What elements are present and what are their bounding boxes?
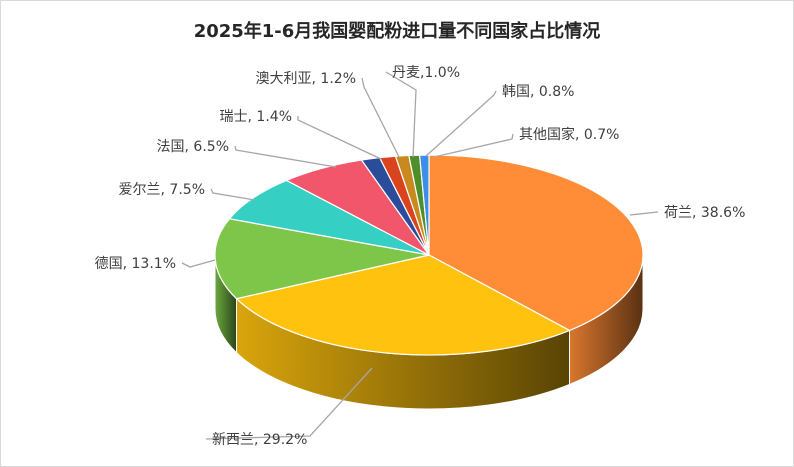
pie-slice-荷兰 [428, 154, 644, 332]
pie-leader-lines [181, 71, 659, 440]
slice-label-新西兰: 新西兰, 29.2% [212, 432, 307, 448]
slice-label-德国: 德国, 13.1% [95, 256, 176, 272]
slice-label-丹麦: 丹麦,1.0% [392, 65, 460, 81]
slice-label-瑞士: 瑞士, 1.4% [220, 109, 292, 125]
leader-line-澳大利亚 [361, 77, 400, 158]
leader-line-爱尔兰 [210, 188, 256, 201]
leader-line-韩国 [425, 90, 497, 157]
slice-label-荷兰: 荷兰, 38.6% [664, 205, 745, 221]
slice-label-其他国家: 其他国家, 0.7% [519, 126, 619, 143]
leader-line-法国 [234, 145, 337, 168]
leader-line-其他国家 [433, 133, 514, 158]
leader-line-丹麦 [385, 71, 417, 158]
slice-label-澳大利亚: 澳大利亚, 1.2% [256, 71, 356, 87]
leader-line-德国 [181, 259, 216, 268]
pie-labels: 荷兰, 38.6% 新西兰, 29.2% 德国, 13.1% 爱尔兰, 7.5% 法国,… [95, 65, 746, 448]
slice-label-法国: 法国, 6.5% [157, 139, 229, 155]
slice-label-爱尔兰: 爱尔兰, 7.5% [119, 182, 205, 198]
slice-label-韩国: 韩国, 0.8% [502, 84, 574, 100]
pie-slice-爱尔兰 [228, 179, 430, 256]
leader-line-瑞士 [297, 116, 382, 160]
pie-tops [214, 154, 644, 356]
leader-line-新西兰 [205, 367, 373, 440]
leader-line-荷兰 [629, 211, 659, 216]
chart-title: 2025年1-6月我国婴配粉进口量不同国家占比情况 [193, 21, 601, 42]
pie-slice-德国 [214, 218, 430, 300]
pie-slice-其他国家 [418, 154, 430, 256]
